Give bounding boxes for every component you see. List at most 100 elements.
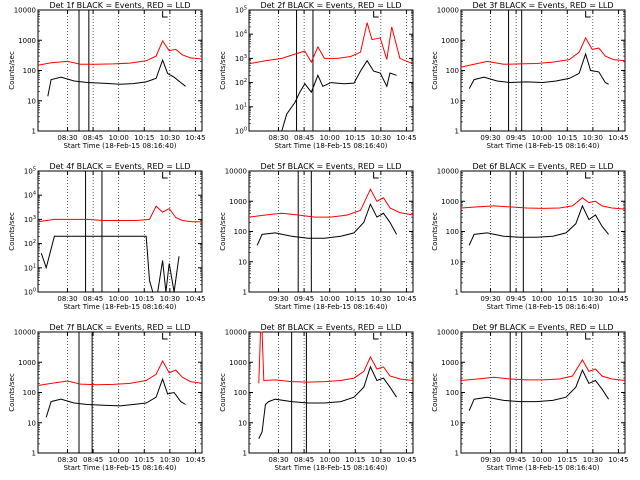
series-line-lld: [248, 22, 414, 65]
series-line-events: [468, 204, 609, 246]
y-tick-label: 1000: [441, 198, 459, 206]
y-tick-label: 1: [455, 289, 459, 297]
y-axis-label: Counts/sec: [219, 212, 227, 251]
x-tick-label: 10:00: [320, 456, 340, 464]
x-tick-label: 10:15: [134, 134, 154, 142]
y-tick-label: 102: [24, 239, 36, 248]
y-tick-exponent: 1: [33, 263, 36, 269]
y-tick-label: 1: [455, 450, 459, 458]
chart-panel-3: Det 3f BLACK = Events, RED = LLD 1 10 100 10…: [431, 1, 629, 150]
x-tick-label: 10:45: [396, 134, 416, 142]
series-line-lld: [37, 39, 203, 66]
bracket-mark: [585, 333, 591, 340]
y-tick-label: 100: [446, 67, 459, 75]
y-tick-label: 1000: [18, 37, 36, 45]
chart-title: Det 3f BLACK = Events, RED = LLD: [472, 1, 613, 10]
x-tick-label: 10:15: [557, 134, 577, 142]
chart-panel-4: Det 4f BLACK = Events, RED = LLD10010110…: [8, 162, 206, 311]
bracket-mark: [373, 11, 379, 18]
y-tick-exponent: 1: [244, 102, 247, 108]
y-tick-label: 10: [450, 419, 459, 427]
x-tick-label: 10:30: [583, 134, 603, 142]
x-tick-label: 10:15: [557, 456, 577, 464]
y-tick-label: 1: [455, 128, 459, 136]
x-tick-label: 08:30: [57, 456, 77, 464]
y-tick-exponent: 2: [244, 78, 247, 84]
x-tick-label: 10:45: [396, 456, 416, 464]
chart-panel-6: Det 6f BLACK = Events, RED = LLD 1 10 100 10…: [431, 162, 629, 311]
series-line-lld: [460, 197, 626, 210]
bracket-mark: [162, 172, 168, 179]
x-tick-label: 10:15: [134, 295, 154, 303]
y-tick-label: 10000: [225, 329, 247, 337]
y-tick-label: 103: [24, 215, 36, 224]
plot-frame: [37, 9, 203, 132]
y-tick-label: 101: [235, 102, 247, 111]
y-tick-label: 1: [243, 289, 247, 297]
y-axis-label: Counts/sec: [219, 373, 227, 412]
chart-title: Det 6f BLACK = Events, RED = LLD: [472, 162, 613, 171]
x-tick-label: 10:30: [160, 456, 180, 464]
series-line-events: [256, 202, 398, 246]
x-tick-label: 09:30: [480, 134, 500, 142]
x-tick-label: 10:00: [532, 295, 552, 303]
x-tick-label: 08:45: [294, 134, 314, 142]
y-axis-label: Counts/sec: [219, 51, 227, 90]
x-tick-label: 10:00: [532, 456, 552, 464]
chart-title: Det 9f BLACK = Events, RED = LLD: [472, 323, 613, 332]
y-tick-label: 104: [235, 30, 247, 39]
x-tick-label: 10:45: [185, 134, 205, 142]
x-tick-label: 10:30: [371, 456, 391, 464]
x-tick-label: 08:45: [83, 134, 103, 142]
y-tick-label: 103: [235, 54, 247, 63]
y-tick-exponent: 3: [33, 215, 36, 221]
series-line-events: [45, 377, 186, 418]
y-tick-label: 105: [235, 6, 247, 15]
y-tick-exponent: 5: [33, 167, 36, 173]
x-axis-label: Start Time (18-Feb-15 08:16:40): [486, 303, 599, 311]
x-axis-label: Start Time (18-Feb-15 08:16:40): [63, 303, 176, 311]
y-tick-label: 100: [446, 228, 459, 236]
x-axis-label: Start Time (18-Feb-15 08:16:40): [486, 464, 599, 472]
y-axis-label: Counts/sec: [431, 212, 439, 251]
chart-title: Det 8f BLACK = Events, RED = LLD: [260, 323, 401, 332]
x-tick-label: 10:00: [109, 456, 129, 464]
y-tick-exponent: 0: [33, 288, 36, 294]
bracket-mark: [162, 11, 168, 18]
x-tick-label: 09:30: [480, 295, 500, 303]
x-tick-label: 09:45: [506, 295, 526, 303]
y-tick-label: 102: [235, 78, 247, 87]
plot-frame: [37, 170, 203, 293]
x-axis-label: Start Time (18-Feb-15 08:16:40): [274, 142, 387, 150]
y-tick-label: 10: [27, 97, 36, 105]
bracket-mark: [585, 172, 591, 179]
chart-title: Det 5f BLACK = Events, RED = LLD: [260, 162, 401, 171]
x-axis-label: Start Time (18-Feb-15 08:16:40): [274, 303, 387, 311]
y-axis-label: Counts/sec: [431, 51, 439, 90]
y-tick-label: 10000: [437, 7, 459, 15]
y-tick-label: 1000: [229, 359, 247, 367]
plot-frame: [248, 9, 414, 132]
series-line-lld: [248, 188, 414, 218]
series-line-events: [468, 368, 610, 411]
x-tick-label: 10:30: [371, 295, 391, 303]
y-tick-label: 100: [234, 228, 247, 236]
bracket-mark: [373, 333, 379, 340]
y-tick-label: 100: [23, 67, 36, 75]
y-tick-label: 1: [243, 450, 247, 458]
x-axis-label: Start Time (18-Feb-15 08:16:40): [486, 142, 599, 150]
chart-panel-5: Det 5f BLACK = Events, RED = LLD 1 10 100 10…: [219, 162, 417, 311]
y-tick-label: 10000: [225, 168, 247, 176]
x-tick-label: 09:30: [480, 456, 500, 464]
series-line-lld: [37, 205, 202, 223]
y-tick-exponent: 4: [33, 191, 36, 197]
chart-panel-8: Det 8f BLACK = Events, RED = LLD 1 10 100 10…: [219, 323, 417, 472]
x-tick-label: 09:45: [294, 295, 314, 303]
series-line-events: [281, 59, 397, 132]
x-axis-label: Start Time (18-Feb-15 08:16:40): [63, 142, 176, 150]
y-tick-label: 1000: [18, 359, 36, 367]
y-tick-label: 10000: [14, 329, 36, 337]
chart-title: Det 1f BLACK = Events, RED = LLD: [49, 1, 190, 10]
